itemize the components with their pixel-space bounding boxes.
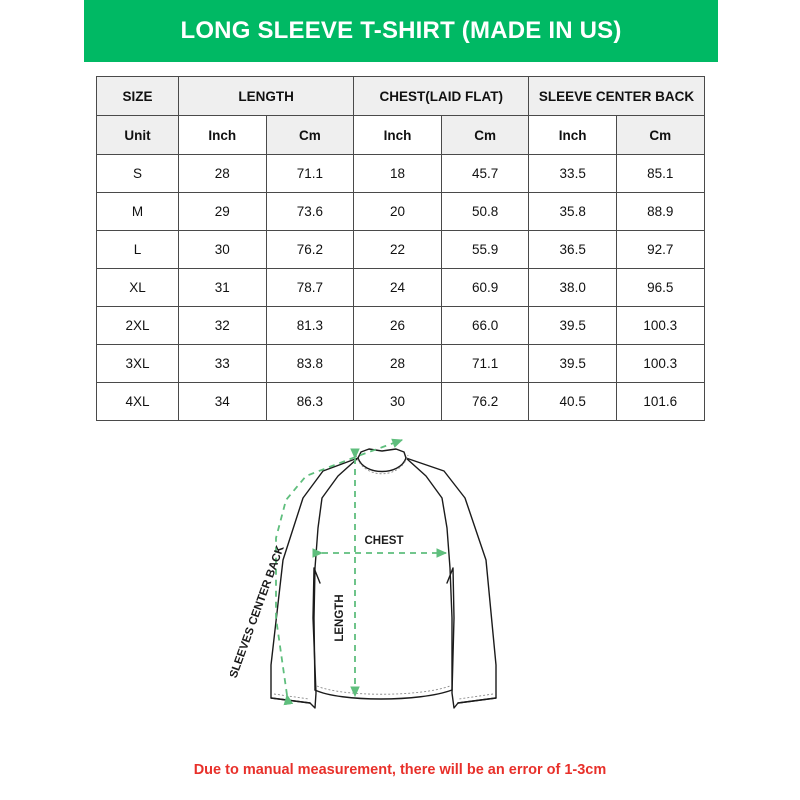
cell-length-cm: 78.7 xyxy=(265,268,355,307)
cell-sleeve-cm: 101.6 xyxy=(615,382,705,421)
table-row: 2XL 32 81.3 26 66.0 39.5 100.3 xyxy=(96,306,705,345)
cell-sleeve-inch: 38.0 xyxy=(528,268,617,307)
cell-sleeve-cm: 96.5 xyxy=(615,268,705,307)
cell-chest-cm: 45.7 xyxy=(440,154,530,193)
cell-sleeve-inch: 36.5 xyxy=(528,230,617,269)
cell-length-inch: 29 xyxy=(178,192,267,231)
cell-sleeve-inch: 35.8 xyxy=(528,192,617,231)
shirt-body-outline xyxy=(270,448,497,709)
shirt-left-body xyxy=(313,457,359,691)
right-cuff-stitch xyxy=(458,693,494,700)
sleeve-arrow-path xyxy=(275,438,404,706)
length-label: LENGTH xyxy=(334,594,346,641)
cell-length-cm: 71.1 xyxy=(265,154,355,193)
cell-length-inch: 30 xyxy=(178,230,267,269)
size-chart-table-container: SIZE LENGTH CHEST(LAID FLAT) SLEEVE CENT… xyxy=(96,76,705,421)
left-cuff-stitch xyxy=(273,693,310,700)
table-row: M 29 73.6 20 50.8 35.8 88.9 xyxy=(96,192,705,231)
table-row: S 28 71.1 18 45.7 33.5 85.1 xyxy=(96,154,705,193)
cell-chest-cm: 50.8 xyxy=(440,192,530,231)
cell-length-cm: 73.6 xyxy=(265,192,355,231)
cell-chest-inch: 24 xyxy=(353,268,442,307)
cell-size: XL xyxy=(96,268,179,307)
col-header-sleeve-center-back: SLEEVE CENTER BACK xyxy=(528,76,705,116)
unit-header-chest-in: Inch xyxy=(353,115,442,155)
cell-length-cm: 81.3 xyxy=(265,306,355,345)
cell-sleeve-cm: 100.3 xyxy=(615,306,705,345)
sleeve-label: SLEEVES CENTER BACK xyxy=(230,544,287,680)
cell-length-inch: 32 xyxy=(178,306,267,345)
cell-chest-inch: 30 xyxy=(353,382,442,421)
cell-sleeve-inch: 39.5 xyxy=(528,344,617,383)
cell-sleeve-inch: 33.5 xyxy=(528,154,617,193)
shirt-right-cuff xyxy=(457,697,497,704)
hem-stitch xyxy=(316,685,451,695)
cell-length-cm: 86.3 xyxy=(265,382,355,421)
cell-chest-cm: 60.9 xyxy=(440,268,530,307)
cell-size: L xyxy=(96,230,179,269)
unit-header-chest-cm: Cm xyxy=(440,115,530,155)
cell-sleeve-cm: 92.7 xyxy=(615,230,705,269)
cell-sleeve-cm: 85.1 xyxy=(615,154,705,193)
cell-length-cm: 83.8 xyxy=(265,344,355,383)
cell-length-inch: 28 xyxy=(178,154,267,193)
collar-inner-stitch xyxy=(355,454,409,475)
unit-header-unit: Unit xyxy=(96,115,179,155)
cell-chest-cm: 55.9 xyxy=(440,230,530,269)
cell-size: 3XL xyxy=(96,344,179,383)
garment-diagram: CHEST LENGTH SLEEVES CENTER BACK xyxy=(230,418,575,748)
shirt-hem xyxy=(314,689,453,700)
cell-sleeve-cm: 100.3 xyxy=(615,344,705,383)
table-head: SIZE LENGTH CHEST(LAID FLAT) SLEEVE CENT… xyxy=(96,76,705,155)
unit-header-length-cm: Cm xyxy=(265,115,355,155)
col-header-size: SIZE xyxy=(96,76,179,116)
table-unit-header-row: Unit Inch Cm Inch Cm Inch Cm xyxy=(96,115,705,155)
table-body: S 28 71.1 18 45.7 33.5 85.1 M 29 73.6 20 50.8 35.8 88… xyxy=(96,154,705,421)
unit-header-sleeve-cm: Cm xyxy=(615,115,705,155)
measure-sleeve-group xyxy=(275,438,404,706)
shirt-outline-group xyxy=(270,448,497,709)
cell-length-inch: 31 xyxy=(178,268,267,307)
cell-chest-inch: 22 xyxy=(353,230,442,269)
table-group-header-row: SIZE LENGTH CHEST(LAID FLAT) SLEEVE CENT… xyxy=(96,76,705,116)
cell-sleeve-inch: 39.5 xyxy=(528,306,617,345)
shirt-right-body xyxy=(405,457,453,691)
cell-chest-inch: 18 xyxy=(353,154,442,193)
shirt-left-cuff xyxy=(270,697,311,704)
cell-chest-cm: 76.2 xyxy=(440,382,530,421)
unit-header-length-in: Inch xyxy=(178,115,267,155)
cell-sleeve-inch: 40.5 xyxy=(528,382,617,421)
cell-length-inch: 33 xyxy=(178,344,267,383)
cell-chest-inch: 28 xyxy=(353,344,442,383)
table-row: L 30 76.2 22 55.9 36.5 92.7 xyxy=(96,230,705,269)
table-row: 4XL 34 86.3 30 76.2 40.5 101.6 xyxy=(96,382,705,421)
cell-chest-inch: 20 xyxy=(353,192,442,231)
cell-chest-cm: 71.1 xyxy=(440,344,530,383)
cell-length-inch: 34 xyxy=(178,382,267,421)
col-header-chest: CHEST(LAID FLAT) xyxy=(353,76,530,116)
shirt-collar-outer xyxy=(357,457,407,473)
page-title: LONG SLEEVE T-SHIRT (MADE IN US) xyxy=(180,17,622,44)
table-row: 3XL 33 83.8 28 71.1 39.5 100.3 xyxy=(96,344,705,383)
title-banner: LONG SLEEVE T-SHIRT (MADE IN US) xyxy=(84,0,718,62)
chest-label: CHEST xyxy=(365,535,404,547)
cell-sleeve-cm: 88.9 xyxy=(615,192,705,231)
cell-size: S xyxy=(96,154,179,193)
size-chart-table: SIZE LENGTH CHEST(LAID FLAT) SLEEVE CENT… xyxy=(96,76,705,421)
col-header-length: LENGTH xyxy=(177,76,355,116)
cell-chest-cm: 66.0 xyxy=(440,306,530,345)
cell-size: 2XL xyxy=(96,306,179,345)
unit-header-sleeve-in: Inch xyxy=(528,115,617,155)
cell-size: 4XL xyxy=(96,382,179,421)
cell-size: M xyxy=(96,192,179,231)
table-row: XL 31 78.7 24 60.9 38.0 96.5 xyxy=(96,268,705,307)
cell-length-cm: 76.2 xyxy=(265,230,355,269)
measurement-disclaimer: Due to manual measurement, there will be… xyxy=(193,762,607,778)
cell-chest-inch: 26 xyxy=(353,306,442,345)
